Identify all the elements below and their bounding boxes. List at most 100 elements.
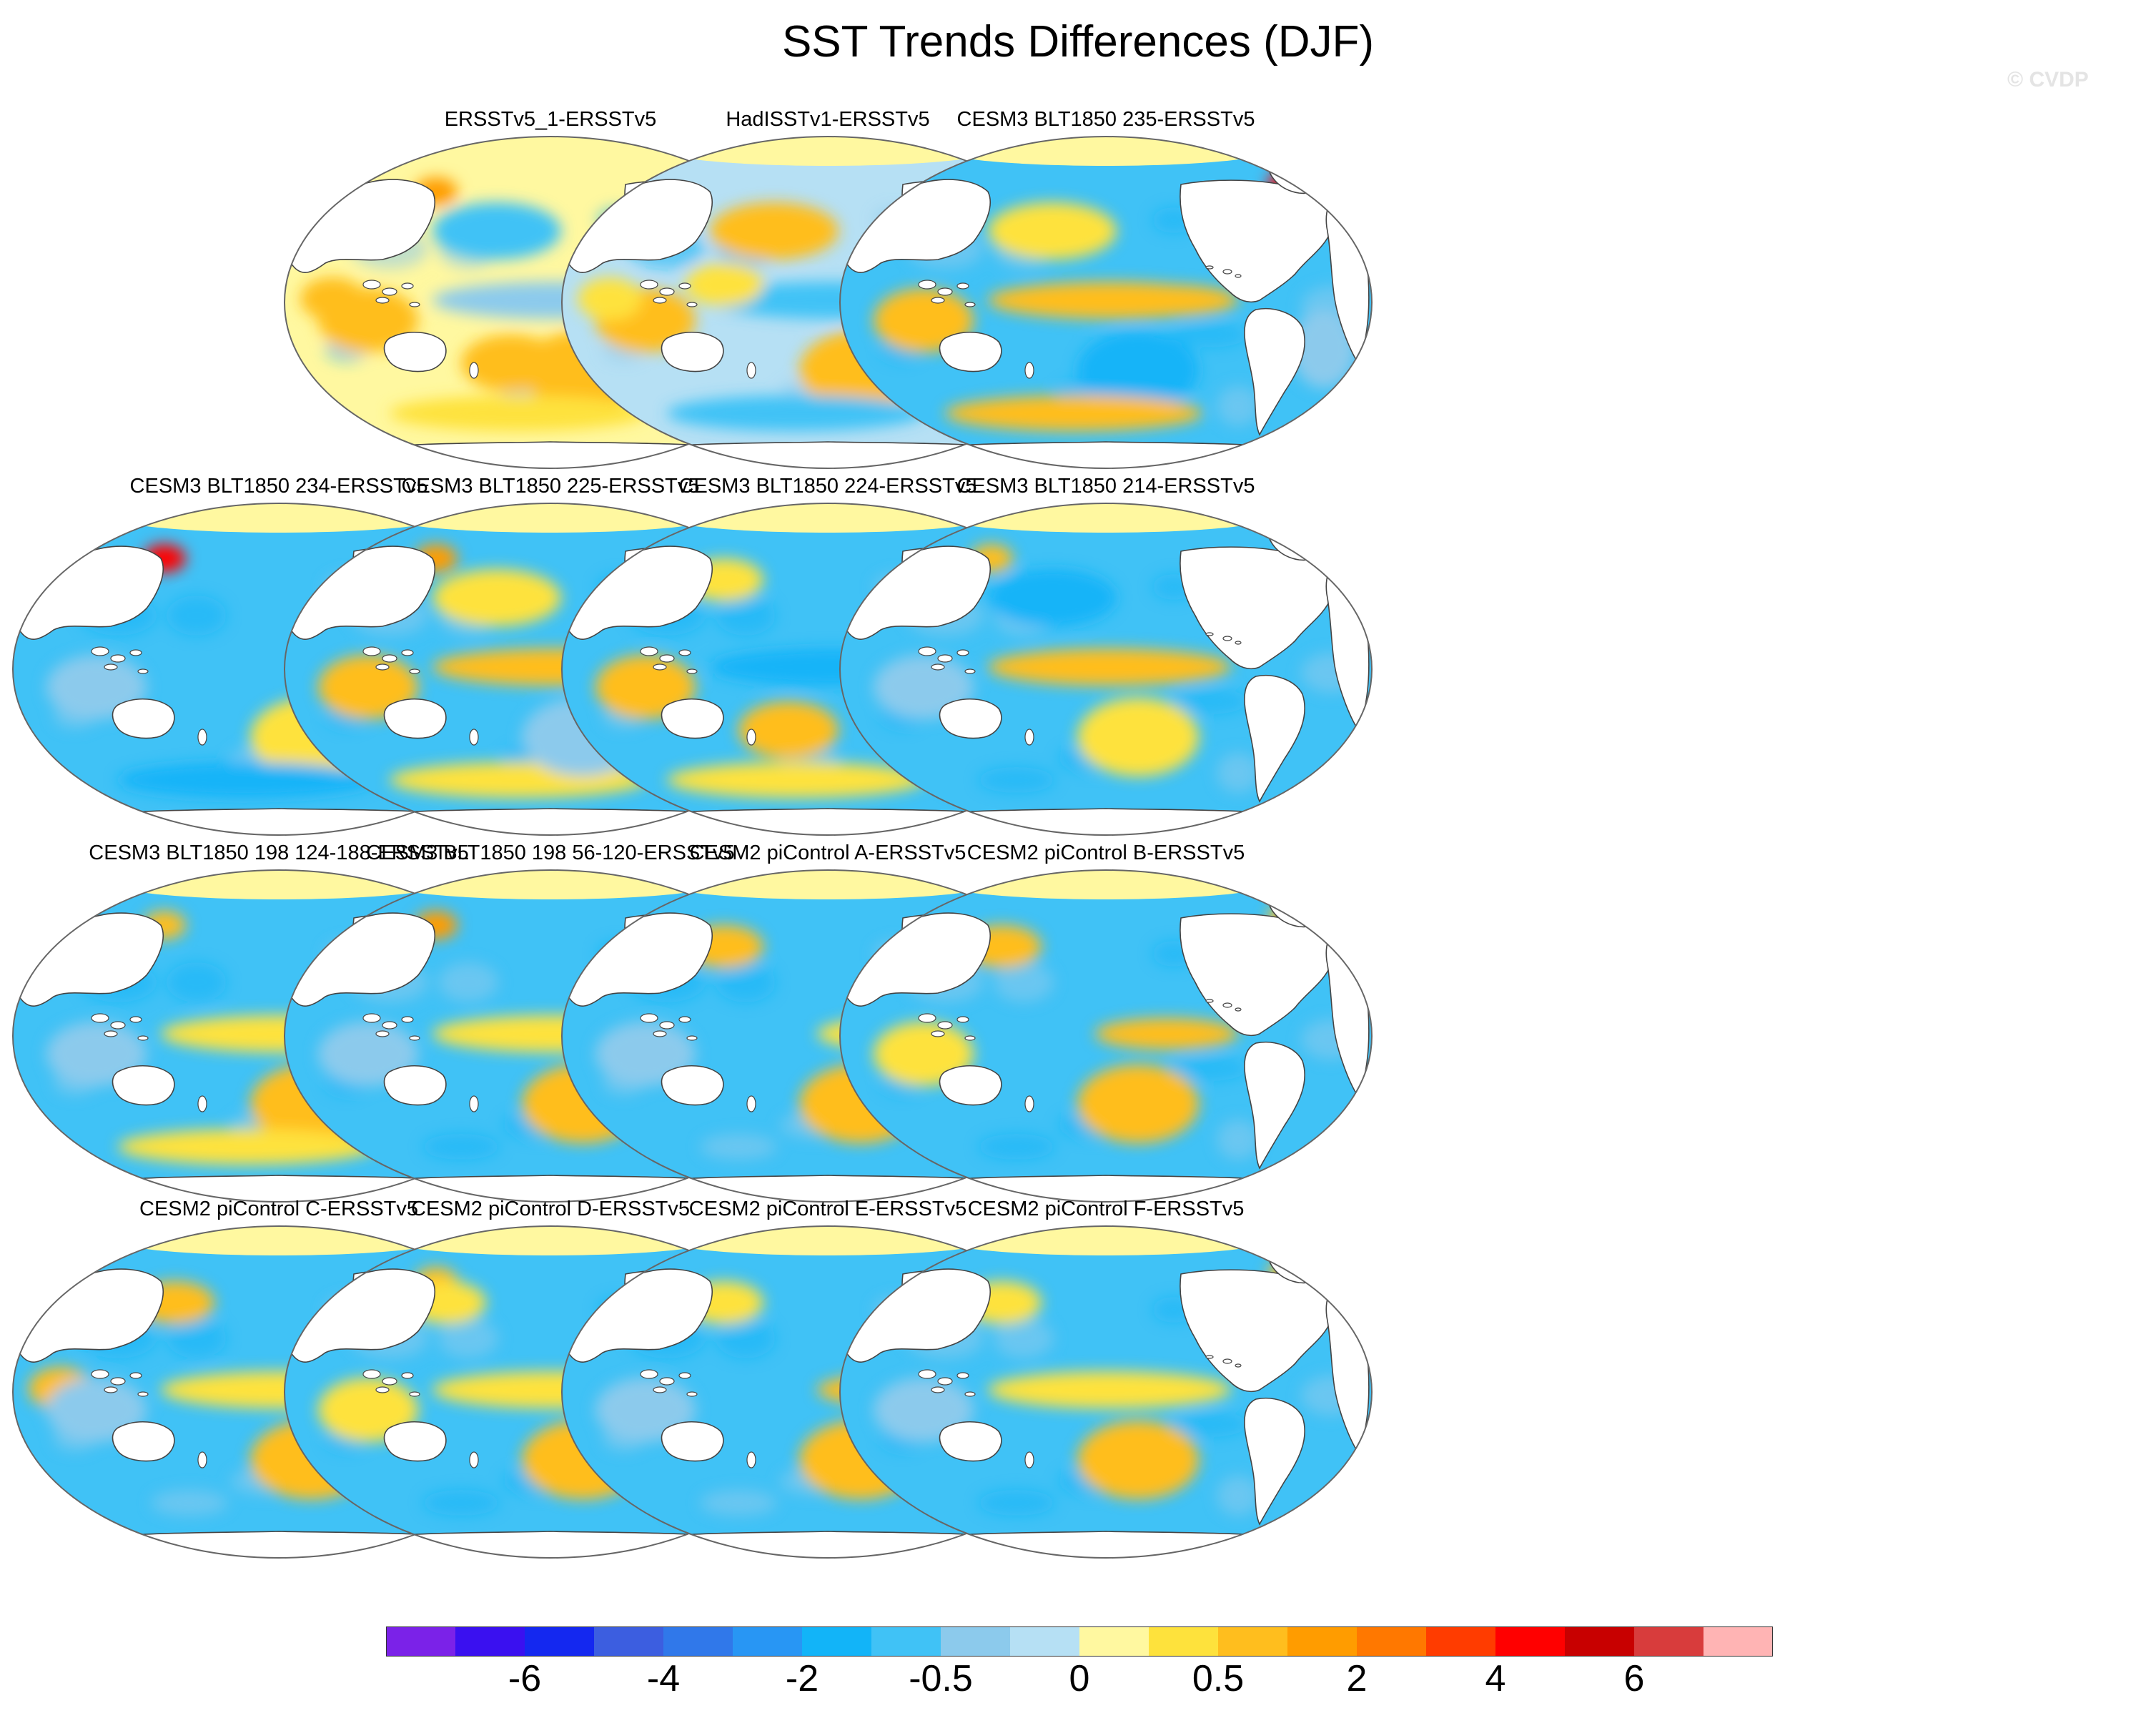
island <box>956 282 969 290</box>
map-outline <box>839 503 1373 836</box>
island <box>382 654 397 663</box>
land-mask <box>383 1421 447 1462</box>
island <box>91 646 109 656</box>
island <box>653 1386 667 1393</box>
anomaly-patch <box>118 1129 375 1165</box>
island <box>746 1451 756 1468</box>
anomaly-texture <box>700 1490 777 1516</box>
colorbar-tick-label: 2 <box>1346 1658 1368 1699</box>
island <box>469 362 479 379</box>
island <box>401 282 414 290</box>
island <box>1235 274 1242 278</box>
anomaly-texture <box>716 596 776 636</box>
island <box>937 1021 953 1030</box>
colorbar-swatch <box>941 1626 1010 1657</box>
colorbar-swatch <box>386 1626 455 1657</box>
island <box>746 729 756 746</box>
anomaly-patch <box>300 277 365 320</box>
island <box>640 280 658 290</box>
island <box>129 1016 142 1023</box>
island <box>686 668 698 674</box>
land-mask <box>112 698 175 739</box>
island <box>918 280 936 290</box>
colorbar-tick-label: -2 <box>785 1658 819 1699</box>
island <box>678 1016 691 1023</box>
colorbar-swatch <box>802 1626 871 1657</box>
land-mask <box>880 1531 1332 1558</box>
anomaly-patch <box>1095 1018 1238 1050</box>
land-mask <box>880 441 1332 468</box>
island <box>104 1030 118 1037</box>
island <box>937 287 953 296</box>
anomaly-texture <box>1217 753 1260 793</box>
panel-title: HadISSTv1-ERSSTv5 <box>726 108 930 131</box>
island <box>1222 269 1232 275</box>
island <box>931 663 945 671</box>
island <box>91 1013 109 1023</box>
panel-title: ERSSTv5_1-ERSSTv5 <box>444 108 657 131</box>
watermark: © CVDP <box>2007 68 2089 92</box>
colorbar-swatch <box>525 1626 594 1657</box>
anomaly-patch <box>945 395 1202 431</box>
island <box>1024 729 1034 746</box>
anomaly-patch <box>1077 698 1199 776</box>
land-mask <box>383 332 447 372</box>
panel-title: CESM3 BLT1850 234-ERSSTv5 <box>129 475 428 498</box>
island <box>409 302 420 307</box>
colorbar-frame <box>386 1626 1773 1657</box>
island <box>362 646 381 656</box>
panel-title: CESM3 BLT1850 214-ERSSTv5 <box>956 475 1255 498</box>
island <box>918 1369 936 1379</box>
island <box>1222 636 1232 641</box>
island <box>653 1030 667 1037</box>
island <box>104 1386 118 1393</box>
island <box>956 1016 969 1023</box>
map-globe <box>839 503 1373 836</box>
panel-title: CESM2 piControl A-ERSSTv5 <box>689 841 966 864</box>
anomaly-texture <box>1171 688 1248 714</box>
chart-title: SST Trends Differences (DJF) <box>781 17 1375 66</box>
island <box>91 1369 109 1379</box>
land-mask <box>939 332 1002 372</box>
anomaly-patch <box>685 263 763 306</box>
colorbar-swatch <box>1565 1626 1634 1657</box>
island <box>401 1372 414 1379</box>
island <box>375 297 390 304</box>
island <box>678 1372 691 1379</box>
island <box>937 654 953 663</box>
island <box>469 729 479 746</box>
island <box>1205 1355 1214 1359</box>
island <box>137 1035 149 1041</box>
anomaly-patch <box>988 569 1117 626</box>
island <box>931 1030 945 1037</box>
island <box>746 1095 756 1112</box>
anomaly-patch <box>988 648 1231 686</box>
island <box>964 302 976 307</box>
panel-title: CESM3 BLT1850 235-ERSSTv5 <box>956 108 1255 131</box>
anomaly-texture <box>716 1318 776 1358</box>
anomaly-patch <box>667 762 924 798</box>
island <box>659 287 675 296</box>
land-mask <box>383 1065 447 1106</box>
anomaly-texture <box>422 1134 500 1160</box>
island <box>746 362 756 379</box>
island <box>1024 362 1034 379</box>
land-mask <box>1244 675 1305 803</box>
island <box>640 1369 658 1379</box>
island <box>686 1035 698 1041</box>
island <box>1024 1451 1034 1468</box>
island <box>640 646 658 656</box>
colorbar-swatch <box>1079 1626 1149 1657</box>
anomaly-patch <box>1095 285 1238 316</box>
island <box>129 649 142 656</box>
land-mask <box>112 1421 175 1462</box>
island <box>918 1013 936 1023</box>
arctic-ice-region <box>941 137 1270 166</box>
land-mask <box>661 1065 724 1106</box>
anomaly-patch <box>461 335 561 392</box>
anomaly-patch <box>432 569 561 626</box>
colorbar-swatch <box>1357 1626 1426 1657</box>
island <box>678 282 691 290</box>
island <box>129 1372 142 1379</box>
anomaly-texture <box>1171 322 1248 347</box>
